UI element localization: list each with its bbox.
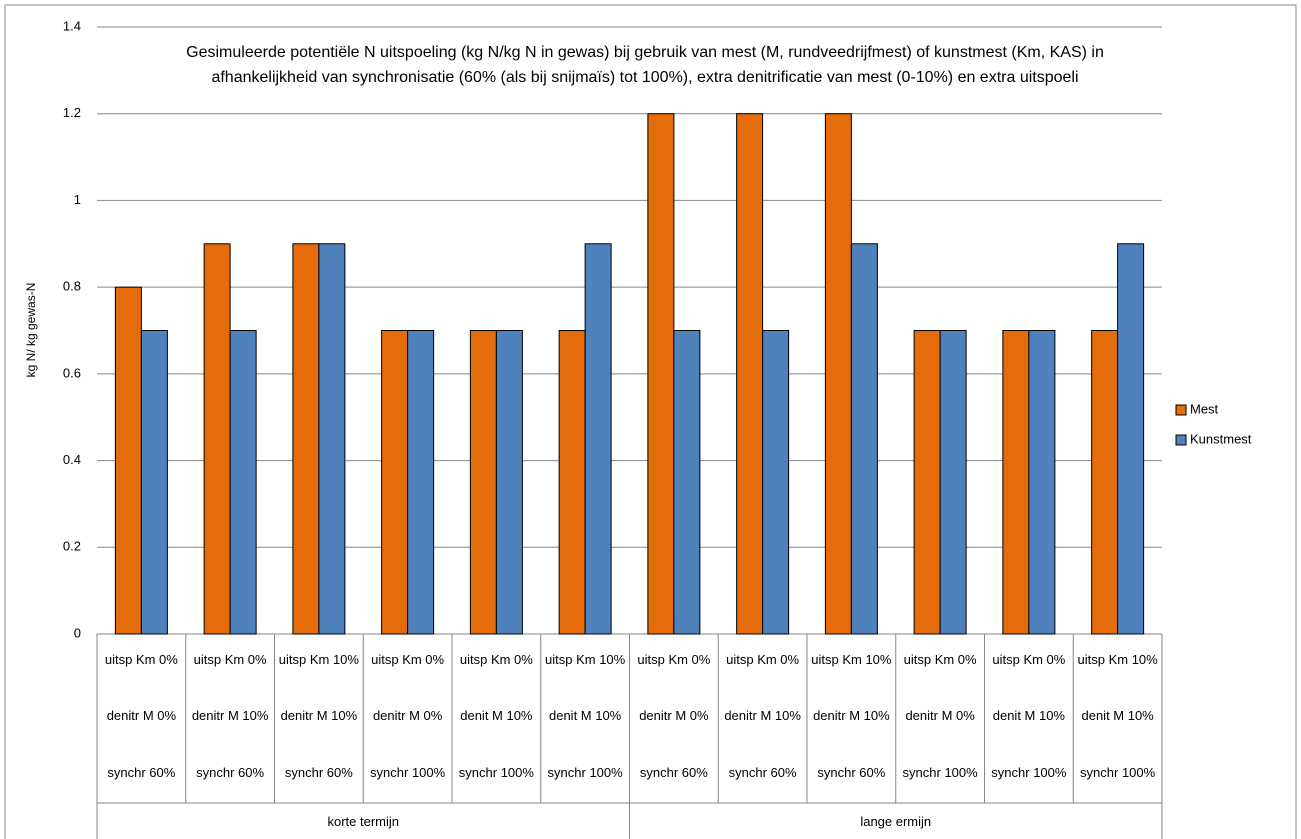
y-tick-label: 0.4 bbox=[63, 452, 81, 467]
bar bbox=[381, 330, 409, 635]
bar bbox=[1117, 243, 1145, 635]
bar bbox=[318, 243, 346, 635]
x-tick-label: synchr 60% bbox=[817, 765, 886, 780]
x-group-label: korte termijn bbox=[327, 814, 400, 829]
x-tick-label: uitsp Km 10% bbox=[545, 652, 626, 667]
bar bbox=[229, 330, 257, 635]
x-tick-label: denit M 10% bbox=[548, 708, 622, 723]
bar bbox=[407, 330, 435, 635]
x-tick-label: uitsp Km 0% bbox=[193, 652, 267, 667]
x-tick-label: denitr M 10% bbox=[724, 708, 801, 723]
x-tick-label: uitsp Km 0% bbox=[459, 652, 533, 667]
bar bbox=[736, 113, 764, 635]
x-tick-label: denitr M 0% bbox=[905, 708, 975, 723]
x-tick-label: synchr 100% bbox=[547, 765, 623, 780]
legend-label: Mest bbox=[1190, 401, 1219, 416]
x-tick-label: uitsp Km 0% bbox=[992, 652, 1066, 667]
x-tick-label: uitsp Km 0% bbox=[104, 652, 178, 667]
x-tick-label: denitr M 0% bbox=[639, 708, 709, 723]
x-tick-label: synchr 60% bbox=[639, 765, 708, 780]
chart-title: Gesimuleerde potentiële N uitspoeling (k… bbox=[186, 44, 1104, 86]
x-tick-label: denitr M 0% bbox=[106, 708, 177, 723]
bar bbox=[469, 330, 497, 635]
bar bbox=[913, 330, 941, 635]
x-tick-label: uitsp Km 10% bbox=[1077, 652, 1158, 667]
x-tick-label: uitsp Km 10% bbox=[278, 652, 359, 667]
x-tick-label: uitsp Km 0% bbox=[903, 652, 977, 667]
x-tick-label: synchr 100% bbox=[458, 765, 534, 780]
x-tick-label: denitr M 10% bbox=[280, 708, 358, 723]
bar bbox=[1002, 330, 1030, 635]
x-tick-label: uitsp Km 10% bbox=[811, 652, 892, 667]
x-tick-label: denit M 10% bbox=[992, 708, 1065, 723]
bar bbox=[850, 243, 878, 635]
y-axis-label: kg N/ kg gewas-N bbox=[24, 283, 38, 378]
x-tick-label: denit M 10% bbox=[460, 708, 533, 723]
bar bbox=[292, 243, 320, 635]
bar bbox=[673, 330, 701, 635]
bar bbox=[762, 330, 790, 635]
y-tick-label: 0.2 bbox=[63, 539, 81, 554]
bar bbox=[495, 330, 523, 635]
x-tick-label: denitr M 10% bbox=[191, 708, 269, 723]
bar bbox=[558, 330, 586, 635]
x-tick-label: synchr 60% bbox=[284, 765, 353, 780]
legend-swatch bbox=[1175, 434, 1187, 446]
x-tick-label: synchr 100% bbox=[902, 765, 978, 780]
x-group-label: lange ermijn bbox=[860, 814, 932, 829]
x-tick-label: denitr M 0% bbox=[372, 708, 443, 723]
x-tick-label: synchr 100% bbox=[991, 765, 1067, 780]
bar bbox=[203, 243, 231, 635]
bar bbox=[1028, 330, 1056, 635]
y-tick-label: 1.2 bbox=[63, 105, 81, 120]
bar bbox=[140, 330, 168, 635]
bar bbox=[824, 113, 852, 635]
x-tick-label: synchr 60% bbox=[728, 765, 797, 780]
x-tick-label: synchr 100% bbox=[1080, 765, 1156, 780]
y-tick-label: 1.4 bbox=[63, 18, 81, 33]
bar bbox=[939, 330, 967, 635]
x-tick-label: synchr 100% bbox=[370, 765, 446, 780]
bar bbox=[1091, 330, 1119, 635]
legend-swatch bbox=[1175, 404, 1187, 416]
y-tick-label: 1 bbox=[74, 192, 81, 207]
legend-label: Kunstmest bbox=[1190, 431, 1252, 446]
x-tick-label: synchr 60% bbox=[107, 765, 176, 780]
bar bbox=[114, 286, 142, 635]
x-tick-label: uitsp Km 0% bbox=[637, 652, 711, 667]
x-tick-label: denit M 10% bbox=[1081, 708, 1154, 723]
bar bbox=[647, 113, 675, 635]
chart-border bbox=[4, 4, 1297, 839]
y-tick-label: 0.6 bbox=[63, 365, 81, 380]
x-tick-label: synchr 60% bbox=[196, 765, 265, 780]
y-tick-label: 0 bbox=[74, 625, 81, 640]
x-tick-label: uitsp Km 0% bbox=[371, 652, 445, 667]
x-tick-label: denitr M 10% bbox=[813, 708, 890, 723]
y-tick-label: 0.8 bbox=[63, 279, 81, 294]
x-tick-label: uitsp Km 0% bbox=[726, 652, 800, 667]
bar bbox=[584, 243, 612, 635]
